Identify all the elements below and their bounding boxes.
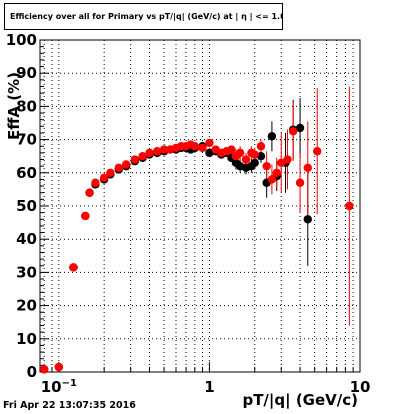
data-point-red [152,147,162,156]
data-point-red [69,263,78,272]
data-point-red [91,178,100,187]
data-point-red [277,158,286,168]
data-point-red [205,138,214,148]
data-point-red [262,161,271,171]
data-point-red [40,365,49,374]
y-tick-label: 50 [16,197,37,215]
y-tick-label: 10 [16,330,37,348]
y-axis-title: EffA (%) [5,72,23,140]
grid-lines [40,40,360,372]
data-point-red [106,168,115,177]
x-tick-label: 1 [204,378,214,396]
y-tick-label: 30 [16,263,37,281]
y-tick-label: 70 [16,131,37,149]
data-point-red [138,152,147,161]
data-point-red [99,173,109,182]
y-tick-label: 20 [16,297,37,315]
data-point-black [250,158,259,168]
data-point-red [121,160,131,169]
data-point-red [345,201,354,211]
data-point-red [267,175,277,184]
data-point-red [130,155,140,164]
x-tick-label: 10 [350,378,371,396]
data-point-red [288,127,298,136]
data-point-red [198,143,207,153]
y-tick-label: 60 [16,164,37,182]
y-tick-label: 40 [16,230,37,248]
x-tick-label: 10−1 [41,378,77,396]
data-point-black [303,215,312,224]
data-point-red [145,148,154,158]
chart-title: Efficiency over all for Primary vs pT/|q… [4,3,283,30]
y-tick-label: 90 [16,64,37,82]
data-point-black [295,123,305,133]
data-points [40,123,354,374]
data-point-red [227,145,236,154]
data-point-red [81,211,90,221]
data-point-red [303,163,312,173]
data-point-red [256,142,266,151]
data-point-red [272,168,281,177]
data-point-red [295,178,305,187]
data-point-red [241,155,251,164]
y-tick-label: 0 [27,363,37,381]
data-point-red [114,163,123,173]
y-tick-label: 80 [16,97,37,115]
data-point-red [313,147,322,156]
y-tick-label: 100 [6,31,37,49]
tick-labels: 0 10 20 30 40 50 60 70 80 90 100 10−1 1 10 [6,31,371,396]
axis-ticks [40,39,361,373]
data-point-red [283,155,292,164]
data-point-red [54,362,64,372]
data-point-red [159,145,169,154]
data-point-red [250,150,259,159]
timestamp-footer: Fri Apr 22 13:07:35 2016 [3,400,136,411]
data-point-red [190,142,200,151]
data-point-red [235,148,245,158]
data-point-red [85,188,94,197]
data-point-black [267,132,277,141]
x-axis-title: pT/|q| (GeV/c) [242,391,358,410]
